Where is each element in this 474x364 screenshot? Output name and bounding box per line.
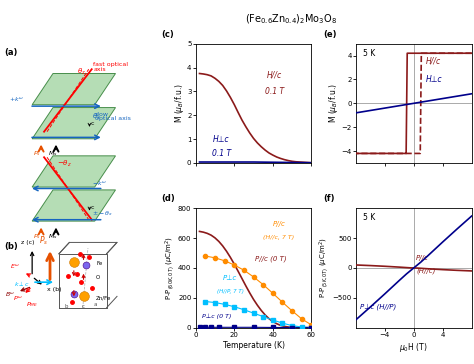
Text: $\theta_x$: $\theta_x$ (91, 112, 101, 122)
Text: (a): (a) (4, 48, 17, 57)
Text: H⊥c: H⊥c (213, 135, 229, 143)
Text: 0.1 T: 0.1 T (265, 87, 284, 96)
Text: $+k^\omega$: $+k^\omega$ (9, 96, 23, 104)
Text: 0.1 T: 0.1 T (211, 149, 231, 158)
Text: (e): (e) (323, 29, 337, 39)
Text: 5 K: 5 K (363, 49, 375, 58)
Text: (H//c): (H//c) (416, 268, 436, 274)
Text: z (c): z (c) (21, 240, 35, 245)
Text: (f): (f) (323, 194, 335, 203)
Text: (H//c, 7 T): (H//c, 7 T) (264, 235, 295, 240)
Polygon shape (32, 156, 116, 187)
Text: Fe: Fe (96, 261, 102, 266)
Text: fast optical: fast optical (93, 62, 128, 67)
Text: optical axis: optical axis (95, 116, 130, 121)
Text: (b): (b) (4, 242, 18, 252)
Text: c: c (91, 205, 94, 210)
Text: $P_s$: $P_s$ (33, 149, 41, 158)
Text: P⊥c (0 T): P⊥c (0 T) (202, 314, 231, 319)
Text: H//c: H//c (425, 57, 440, 66)
Text: O: O (96, 275, 100, 280)
Text: axis: axis (93, 67, 106, 72)
Text: H⊥c: H⊥c (425, 75, 442, 84)
Text: Zn/Fe: Zn/Fe (96, 295, 111, 300)
Text: b: b (64, 304, 68, 309)
Y-axis label: P-P$_{(60K, 0T)}$ ($\mu$C/m$^2$): P-P$_{(60K, 0T)}$ ($\mu$C/m$^2$) (164, 236, 177, 300)
Text: P//c: P//c (273, 221, 285, 227)
Text: $\theta_z$: $\theta_z$ (77, 67, 86, 77)
Text: c: c (81, 304, 84, 309)
Y-axis label: M ($\mu_B$/f.u.): M ($\mu_B$/f.u.) (327, 83, 340, 123)
Text: $M_s$: $M_s$ (48, 149, 58, 158)
Text: H//c: H//c (267, 70, 282, 79)
Text: $P_{ME}$: $P_{ME}$ (26, 300, 38, 309)
Polygon shape (32, 190, 116, 221)
Text: $E^\omega$: $E^\omega$ (10, 263, 19, 272)
Text: $-\theta_z$: $-\theta_z$ (57, 159, 72, 169)
Text: (d): (d) (161, 194, 174, 203)
Text: (H//P, 7 T): (H//P, 7 T) (217, 289, 244, 294)
Text: $P^\omega$: $P^\omega$ (13, 294, 22, 302)
Text: x (b): x (b) (47, 287, 62, 292)
Text: P⊥c: P⊥c (223, 275, 237, 281)
Text: $-k^\omega$: $-k^\omega$ (91, 179, 106, 187)
Text: c: c (91, 120, 94, 126)
Polygon shape (32, 74, 116, 105)
Text: $P_s$: $P_s$ (39, 235, 49, 248)
Text: P⊥c (H//P): P⊥c (H//P) (360, 304, 397, 310)
Polygon shape (32, 108, 116, 139)
Text: 5 K: 5 K (363, 213, 375, 222)
Text: slow: slow (95, 112, 109, 117)
Text: $(\mathrm{Fe}_{0.6}\mathrm{Zn}_{0.4})_2\mathrm{Mo}_3\mathrm{O}_8$: $(\mathrm{Fe}_{0.6}\mathrm{Zn}_{0.4})_2\… (246, 13, 337, 26)
X-axis label: $\mu_0$H (T): $\mu_0$H (T) (400, 341, 428, 353)
X-axis label: Temperature (K): Temperature (K) (222, 341, 284, 349)
Y-axis label: P-P$_{(5K, 0T)}$ ($\mu$C/m$^2$): P-P$_{(5K, 0T)}$ ($\mu$C/m$^2$) (318, 237, 331, 298)
Text: P//c (0 T): P//c (0 T) (255, 256, 287, 262)
Text: $P_s$: $P_s$ (33, 232, 41, 241)
Text: $\pm-\theta_x$: $\pm-\theta_x$ (91, 209, 113, 218)
Y-axis label: M ($\mu_B$/f.u.): M ($\mu_B$/f.u.) (173, 83, 186, 123)
Text: (c): (c) (161, 29, 173, 39)
Text: a: a (93, 302, 97, 307)
Text: $k\perp c$: $k\perp c$ (14, 278, 30, 288)
Text: P//c: P//c (416, 254, 429, 261)
Text: $B^\omega$: $B^\omega$ (5, 291, 16, 299)
Text: $M_s$: $M_s$ (48, 232, 58, 241)
